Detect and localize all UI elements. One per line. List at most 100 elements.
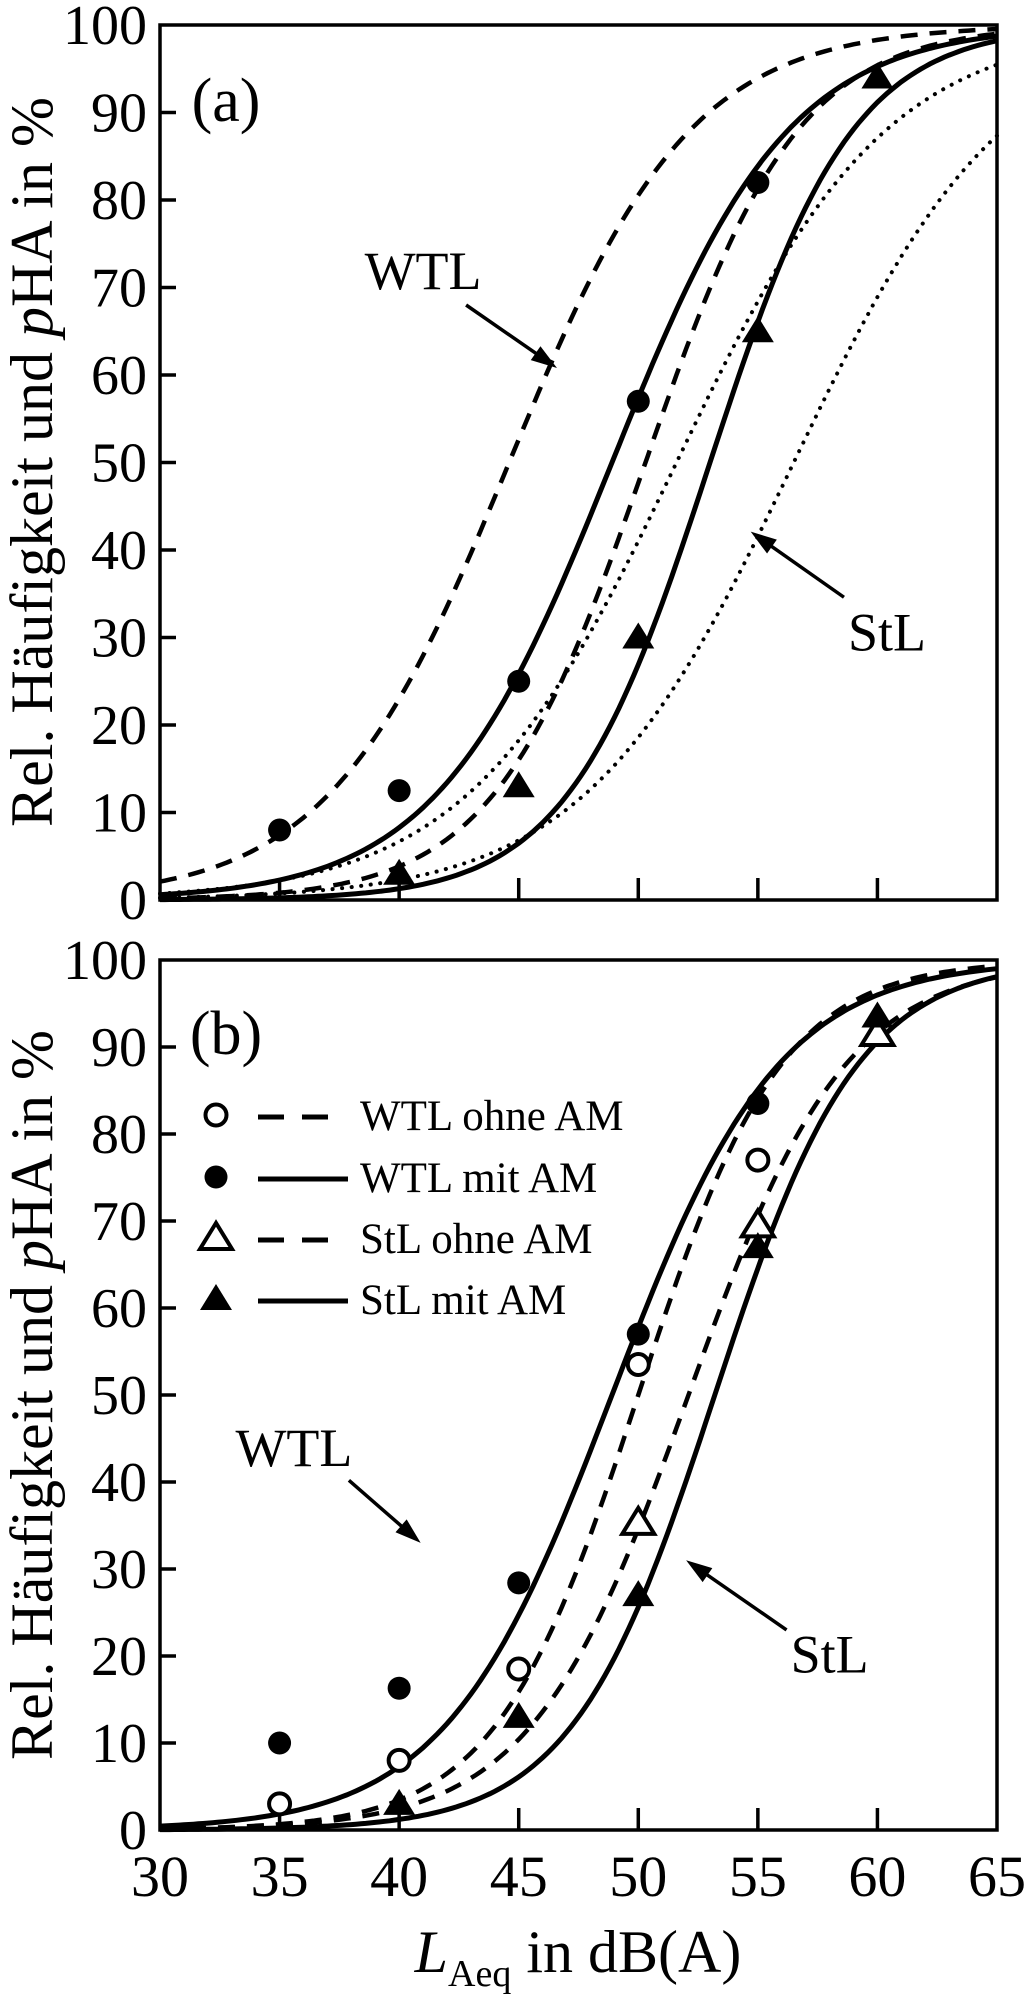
x-tick-label: 60 [848,1844,906,1909]
y-tick-label: 30 [91,1539,147,1601]
y-axis-title-b: Rel. Häufigkeit und pHA in % [0,1030,65,1760]
y-tick-label: 30 [91,608,147,670]
x-tick-label: 40 [370,1844,428,1909]
y-tick-label: 70 [91,1191,147,1253]
y-tick-label: 60 [91,1278,147,1340]
data-point-circle-filled [387,779,411,803]
data-point-circle-filled [387,1676,411,1700]
x-tick-label: 35 [251,1844,309,1909]
y-tick-label: 0 [119,870,147,932]
data-point-circle-filled [746,171,770,194]
data-point-triangle-filled [622,1580,655,1607]
y-tick-label: 10 [91,1713,147,1775]
data-point-circle-open [506,1656,532,1682]
legend-item: WTL ohne AM [203,1093,624,1140]
data-point-circle-filled [746,1092,770,1116]
y-axis-title-a: Rel. Häufigkeit und pHA in % [0,97,65,827]
data-point-triangle-filled [861,62,894,89]
curve-dashed [159,31,998,901]
curve-solid-StL-mit-AM [160,974,998,1833]
data-point-circle-filled [268,818,292,842]
data-point-circle-filled [507,669,531,693]
annotation-arrow-line [701,1570,788,1632]
y-tick-label: 90 [91,1017,147,1079]
x-tick-label: 65 [968,1844,1024,1909]
annotation-arrow-line [347,1478,407,1532]
curve-dashed [159,26,998,884]
data-point-circle-open [625,1352,651,1378]
annotation-arrow-line [465,303,542,359]
annotation-arrowhead [395,1519,421,1543]
annotation-WTL: WTL [235,1418,352,1478]
x-tick-label: 55 [729,1844,787,1909]
data-point-circle-open [745,1147,771,1173]
annotation-WTL: WTL [365,241,482,301]
data-point-circle-filled [507,1571,531,1595]
data-point-triangle-open [618,1504,658,1536]
data-point-circle-filled [626,389,650,413]
legend-item: WTL mit AM [204,1155,597,1202]
curve-solid [159,33,998,898]
y-tick-label: 60 [91,345,147,407]
y-tick-label: 70 [91,258,147,320]
y-tick-label: 0 [119,1800,147,1862]
x-tick-label: 50 [609,1844,667,1909]
y-tick-label: 80 [91,1104,147,1166]
data-point-triangle-filled [502,771,535,798]
data-point-triangle-filled [200,1284,232,1310]
x-axis-title: LAeq in dB(A) [414,1919,742,1995]
data-point-triangle-filled [861,1001,894,1028]
annotation-arrowhead [530,346,557,368]
legend-label: StL mit AM [360,1277,566,1324]
data-point-circle-filled [204,1165,228,1189]
y-tick-label: 100 [63,930,147,992]
y-tick-label: 50 [91,433,147,495]
panel-a-label: (a) [192,67,261,135]
data-point-circle-open [386,1747,412,1773]
annotation-arrowhead [686,1560,713,1583]
data-point-circle-filled [268,1731,292,1755]
legend-item: StL ohne AM [196,1216,593,1263]
panel-b: 30 35 40 45 50 55 60 65 0 10 20 30 40 50 60 70 80 90 100 WT… [63,930,1024,1909]
legend-label: StL ohne AM [360,1216,593,1263]
x-tick-label: 30 [131,1844,189,1909]
y-tick-label: 40 [91,520,147,582]
curve-solid-WTL-mit-AM [159,966,998,1829]
legend: WTL ohne AM WTL mit AM StL ohne AM StL mit … [196,1093,624,1324]
annotation-arrowhead [750,531,777,554]
plot-frame [158,23,999,902]
data-point-circle-open [203,1102,229,1128]
panel-a: 0 10 20 30 40 50 60 70 80 90 100 WTL StL [63,0,999,932]
data-point-triangle-filled [383,1788,416,1815]
data-point-triangle-filled [502,1701,535,1728]
data-point-triangle-filled [383,858,416,885]
x-tick-label: 45 [490,1844,548,1909]
panel-b-label: (b) [190,1000,262,1068]
curve-dashed-WTL-ohne-AM [159,963,998,1832]
y-tick-label: 50 [91,1365,147,1427]
annotation-arrow-line [766,541,845,599]
y-tick-label: 10 [91,783,147,845]
y-tick-label: 80 [91,170,147,232]
y-tick-label: 90 [91,83,147,145]
y-tick-label: 100 [63,0,147,57]
y-tick-label: 20 [91,695,147,757]
data-point-triangle-open [857,1015,898,1047]
data-point-triangle-open [196,1219,236,1251]
annotation-StL: StL [791,1624,869,1684]
curve-dotted [158,62,999,896]
data-point-triangle-filled [741,1232,774,1259]
data-point-triangle-filled [741,316,774,343]
data-point-circle-filled [626,1322,650,1346]
curve-solid [160,38,998,903]
annotation-StL: StL [848,602,926,662]
data-point-circle-open [267,1791,293,1817]
y-tick-label: 40 [91,1452,147,1514]
legend-label: WTL mit AM [360,1155,597,1202]
legend-label: WTL ohne AM [360,1093,624,1140]
legend-item: StL mit AM [200,1277,566,1324]
data-point-triangle-filled [622,622,655,649]
y-tick-label: 20 [91,1626,147,1688]
